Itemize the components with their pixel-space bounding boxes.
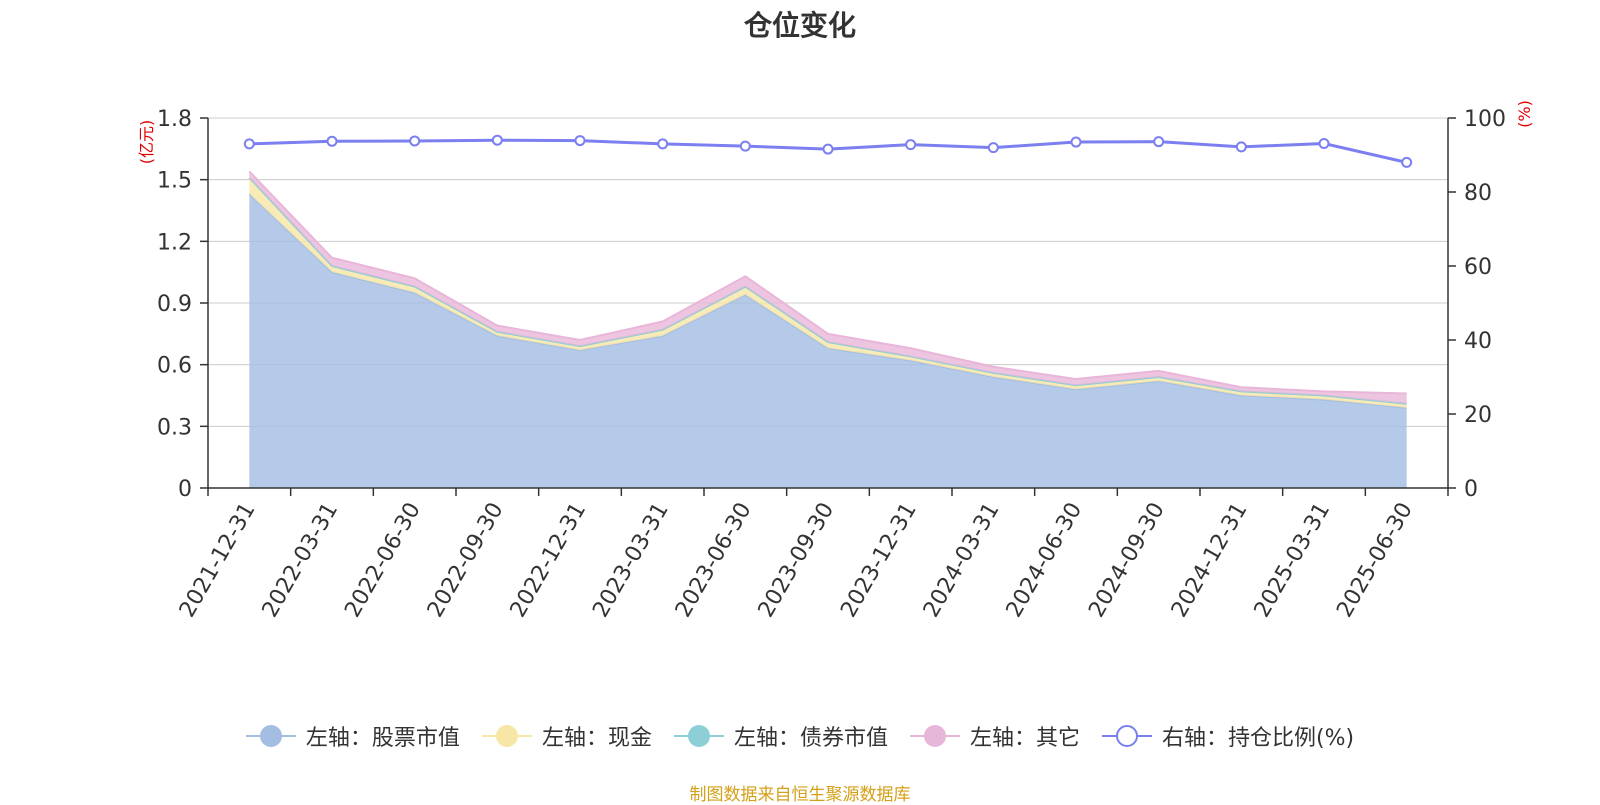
chart-legend: 左轴：股票市值 左轴：现金 左轴：债券市值 左轴：其它 右轴：持仓比例(%) xyxy=(0,720,1600,752)
x-tick-label: 2023-12-31 xyxy=(836,499,922,622)
ratio-point xyxy=(1070,136,1082,148)
right-axis-unit: (%) xyxy=(1515,100,1534,128)
legend-marker-icon xyxy=(481,724,532,748)
ratio-point xyxy=(739,140,751,152)
right-tick-label: 40 xyxy=(1464,329,1492,354)
ratio-point xyxy=(822,143,834,155)
right-tick-label: 80 xyxy=(1464,181,1492,206)
x-tick-label: 2024-06-30 xyxy=(1002,499,1088,622)
x-tick-label: 2022-09-30 xyxy=(423,499,509,622)
ratio-point xyxy=(243,138,255,150)
ratio-point xyxy=(987,142,999,154)
area-edge-other xyxy=(248,170,1407,395)
legend-label: 右轴：持仓比例(%) xyxy=(1161,726,1355,751)
legend-item-cash[interactable]: 左轴：现金 xyxy=(481,720,652,752)
legend-item-ratio[interactable]: 右轴：持仓比例(%) xyxy=(1101,720,1355,752)
x-tick-label: 2024-03-31 xyxy=(919,498,1005,621)
right-tick-label: 100 xyxy=(1464,107,1506,132)
area-edge-bond xyxy=(248,176,1407,405)
x-tick-label: 2025-03-31 xyxy=(1250,499,1336,622)
x-tick-label: 2025-06-30 xyxy=(1332,499,1418,622)
ratio-point xyxy=(491,134,503,146)
ratio-point xyxy=(574,135,586,147)
source-caption: 制图数据来自恒生聚源数据库 xyxy=(689,785,911,805)
legend-marker-icon xyxy=(673,724,724,748)
legend-item-bond[interactable]: 左轴：债券市值 xyxy=(673,720,888,752)
x-tick-label: 2022-03-31 xyxy=(258,499,344,622)
chart-title: 仓位变化 xyxy=(743,9,856,42)
legend-item-other[interactable]: 左轴：其它 xyxy=(909,720,1080,752)
legend-label: 左轴：债券市值 xyxy=(733,726,888,751)
left-axis-unit: (亿元) xyxy=(137,120,156,165)
x-tick-label: 2024-09-30 xyxy=(1084,499,1170,622)
ratio-point xyxy=(905,139,917,151)
ratio-point xyxy=(1318,138,1330,150)
right-tick-label: 20 xyxy=(1464,403,1492,428)
legend-item-stock[interactable]: 左轴：股票市值 xyxy=(245,720,460,752)
left-tick-label: 0.6 xyxy=(157,354,192,379)
legend-marker-icon xyxy=(909,724,960,748)
legend-label: 左轴：股票市值 xyxy=(305,726,460,751)
right-tick-label: 0 xyxy=(1464,477,1478,502)
left-tick-label: 1.5 xyxy=(157,169,192,194)
x-tick-label: 2024-12-31 xyxy=(1167,499,1253,622)
legend-marker-icon xyxy=(245,724,296,748)
left-tick-label: 0.3 xyxy=(157,415,192,440)
x-tick-label: 2023-09-30 xyxy=(754,499,840,622)
left-tick-label: 1.8 xyxy=(157,107,192,132)
left-tick-label: 0 xyxy=(178,477,192,502)
left-tick-label: 0.9 xyxy=(157,292,192,317)
legend-marker-icon xyxy=(1101,724,1152,748)
x-tick-label: 2023-03-31 xyxy=(588,499,674,622)
right-tick-label: 60 xyxy=(1464,255,1492,280)
x-tick-label: 2021-12-31 xyxy=(175,499,261,622)
area-stock xyxy=(249,194,1407,489)
ratio-point xyxy=(657,138,669,150)
ratio-point xyxy=(1235,141,1247,153)
x-tick-label: 2022-06-30 xyxy=(340,498,426,621)
x-tick-label: 2022-12-31 xyxy=(506,499,592,622)
x-tick-label: 2023-06-30 xyxy=(671,499,757,622)
ratio-point xyxy=(409,135,421,147)
ratio-point xyxy=(1401,156,1413,168)
legend-label: 左轴：现金 xyxy=(541,726,652,751)
legend-label: 左轴：其它 xyxy=(969,726,1080,751)
left-tick-label: 1.2 xyxy=(157,230,192,255)
ratio-point xyxy=(1153,136,1165,148)
ratio-point xyxy=(326,135,338,147)
